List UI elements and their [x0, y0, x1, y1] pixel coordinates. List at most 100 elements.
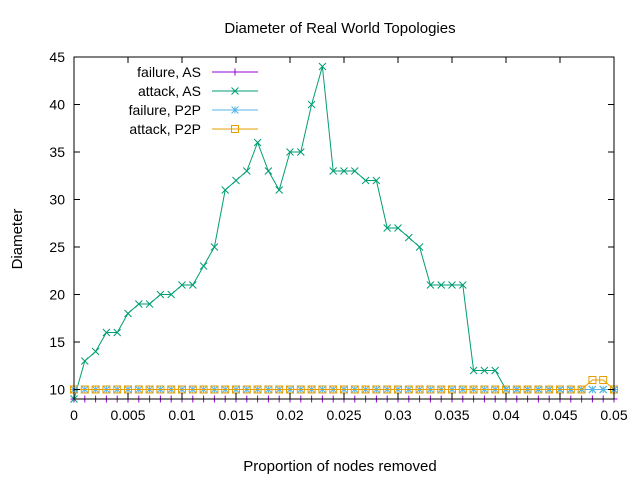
data-point — [156, 290, 165, 299]
legend-item: failure, P2P — [129, 102, 258, 118]
legend-label: failure, P2P — [129, 102, 201, 118]
data-point — [480, 385, 489, 394]
data-point — [340, 167, 348, 175]
data-point — [307, 385, 316, 394]
data-point — [210, 243, 219, 251]
legend-swatch-marker — [231, 125, 239, 133]
data-point — [113, 385, 122, 394]
data-point — [167, 290, 176, 299]
legend-item: attack, P2P — [129, 121, 258, 137]
data-point — [188, 281, 197, 289]
data-point — [264, 167, 273, 175]
legend-item: attack, AS — [138, 83, 258, 99]
data-point — [372, 176, 381, 185]
data-point — [318, 62, 327, 71]
data-point — [318, 385, 327, 394]
data-point — [286, 148, 294, 156]
legend-label: attack, P2P — [129, 121, 201, 137]
data-point — [145, 385, 154, 394]
data-point — [415, 385, 424, 394]
x-tick-label: 0.01 — [168, 407, 195, 423]
data-point — [448, 281, 456, 289]
x-tick-label: 0.035 — [434, 407, 469, 423]
data-point — [469, 385, 478, 394]
y-tick-label: 35 — [49, 144, 65, 160]
legend-swatch-marker — [231, 68, 239, 76]
x-tick-label: 0.04 — [492, 407, 519, 423]
x-tick-label: 0.025 — [326, 407, 361, 423]
x-axis-ticks: 0 0.005 0.01 0.015 0.02 0.025 0.03 0.035 0.04 0.0… — [70, 57, 628, 423]
data-point — [134, 300, 143, 308]
data-point — [296, 148, 305, 156]
data-point — [102, 385, 111, 394]
data-point — [253, 385, 262, 394]
data-point — [350, 385, 359, 394]
x-tick-label: 0.03 — [384, 407, 411, 423]
data-point — [102, 328, 111, 337]
data-point — [383, 385, 392, 394]
data-point — [588, 376, 597, 384]
data-point — [426, 385, 435, 394]
data-point — [296, 385, 305, 394]
y-axis-label: Diameter — [9, 209, 26, 270]
data-point — [242, 385, 251, 394]
data-point — [199, 385, 208, 394]
data-point — [394, 224, 402, 232]
data-point — [361, 385, 370, 394]
data-point — [491, 385, 500, 394]
data-point — [491, 366, 500, 375]
data-point — [91, 347, 100, 356]
data-point — [458, 281, 467, 289]
data-point — [404, 233, 413, 242]
data-point — [599, 385, 608, 394]
x-tick-label: 0.045 — [542, 407, 577, 423]
data-point — [545, 385, 554, 394]
data-point — [523, 385, 532, 394]
data-point — [221, 385, 230, 394]
y-tick-label: 15 — [49, 334, 65, 350]
data-point — [577, 385, 586, 394]
data-point — [458, 385, 467, 394]
data-point — [372, 385, 381, 394]
data-point — [415, 243, 424, 251]
data-point — [350, 167, 359, 175]
data-point — [512, 385, 521, 394]
legend-swatch-marker — [231, 87, 239, 95]
data-point — [307, 100, 316, 109]
data-point — [566, 385, 575, 394]
data-point — [145, 300, 154, 308]
chart-title: Diameter of Real World Topologies — [224, 20, 455, 37]
data-point — [275, 186, 284, 194]
legend: failure, AS attack, AS failure, P2P attack,… — [129, 64, 258, 137]
legend-label: failure, AS — [137, 64, 201, 80]
data-point — [232, 176, 240, 185]
x-axis-label: Proportion of nodes removed — [243, 458, 436, 475]
data-point — [437, 385, 446, 394]
legend-item: failure, AS — [137, 64, 258, 80]
data-point — [361, 176, 370, 185]
y-tick-label: 20 — [49, 287, 65, 303]
x-tick-label: 0.005 — [110, 407, 145, 423]
x-tick-label: 0.02 — [276, 407, 303, 423]
data-point — [534, 385, 543, 394]
y-tick-label: 30 — [49, 192, 65, 208]
data-point — [437, 281, 446, 289]
data-point — [113, 328, 122, 337]
data-point — [242, 167, 251, 175]
data-point — [480, 366, 489, 375]
y-tick-label: 25 — [49, 239, 65, 255]
data-point — [167, 385, 176, 394]
legend-label: attack, AS — [138, 83, 201, 99]
data-point — [426, 281, 435, 289]
data-point — [188, 385, 197, 394]
data-point — [80, 385, 89, 394]
x-tick-label: 0.05 — [600, 407, 627, 423]
data-point — [253, 138, 262, 147]
data-point — [383, 224, 392, 232]
x-tick-label: 0 — [70, 407, 78, 423]
data-point — [329, 167, 338, 175]
data-point — [210, 385, 219, 394]
data-point — [469, 366, 478, 375]
x-tick-label: 0.015 — [218, 407, 253, 423]
